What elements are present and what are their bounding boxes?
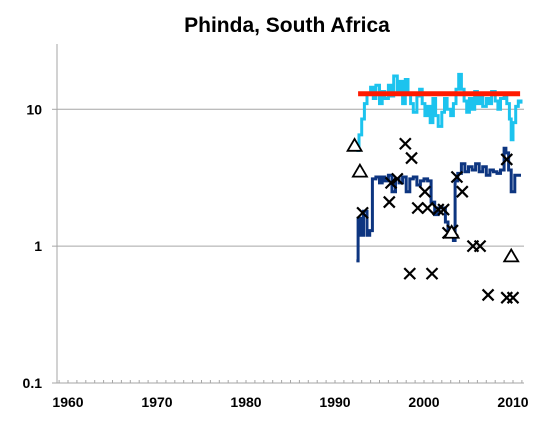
x-marker-point-5 bbox=[403, 267, 417, 280]
x-tick-label-2010: 2010 bbox=[497, 394, 528, 410]
triangle-marker-point-1 bbox=[351, 162, 369, 178]
x-tick-label-1960: 1960 bbox=[52, 394, 83, 410]
x-tick-label-1980: 1980 bbox=[230, 394, 261, 410]
x-marker-point-9 bbox=[421, 201, 434, 215]
x-tick-label-1990: 1990 bbox=[319, 394, 350, 410]
series-line-0 bbox=[356, 72, 523, 152]
x-marker-point-12 bbox=[437, 203, 450, 216]
x-marker-point-10 bbox=[425, 267, 439, 280]
plot-area bbox=[346, 72, 523, 304]
x-marker-point-7 bbox=[411, 201, 425, 215]
x-marker-point-11 bbox=[431, 203, 445, 216]
x-marker-point-16 bbox=[455, 185, 469, 198]
triangle-marker-point-3 bbox=[502, 247, 520, 263]
triangle-marker-point-2 bbox=[443, 224, 461, 239]
x-axis-minor-ticks bbox=[58, 380, 523, 383]
x-marker-point-2 bbox=[384, 176, 398, 190]
y-axis-major-ticks bbox=[52, 108, 57, 384]
x-marker-point-20 bbox=[500, 153, 514, 166]
x-marker-point-22 bbox=[506, 291, 520, 304]
x-tick-label-2000: 2000 bbox=[408, 394, 439, 410]
x-marker-point-19 bbox=[481, 288, 495, 302]
x-marker-point-18 bbox=[473, 239, 487, 253]
x-marker-point-6 bbox=[405, 151, 418, 165]
chart-title: Phinda, South Africa bbox=[184, 14, 390, 37]
x-marker-point-3 bbox=[391, 172, 404, 186]
x-tick-label-1970: 1970 bbox=[141, 394, 172, 410]
x-marker-point-1 bbox=[383, 195, 396, 209]
y-tick-label-1: 1 bbox=[34, 238, 42, 254]
x-marker-point-8 bbox=[418, 185, 432, 198]
y-tick-label-10: 10 bbox=[26, 101, 42, 117]
y-tick-label-0.1: 0.1 bbox=[23, 375, 43, 391]
x-marker-point-15 bbox=[450, 170, 464, 184]
triangle-marker-point-0 bbox=[346, 137, 364, 152]
x-marker-point-4 bbox=[399, 137, 412, 151]
x-marker-point-0 bbox=[356, 206, 369, 220]
